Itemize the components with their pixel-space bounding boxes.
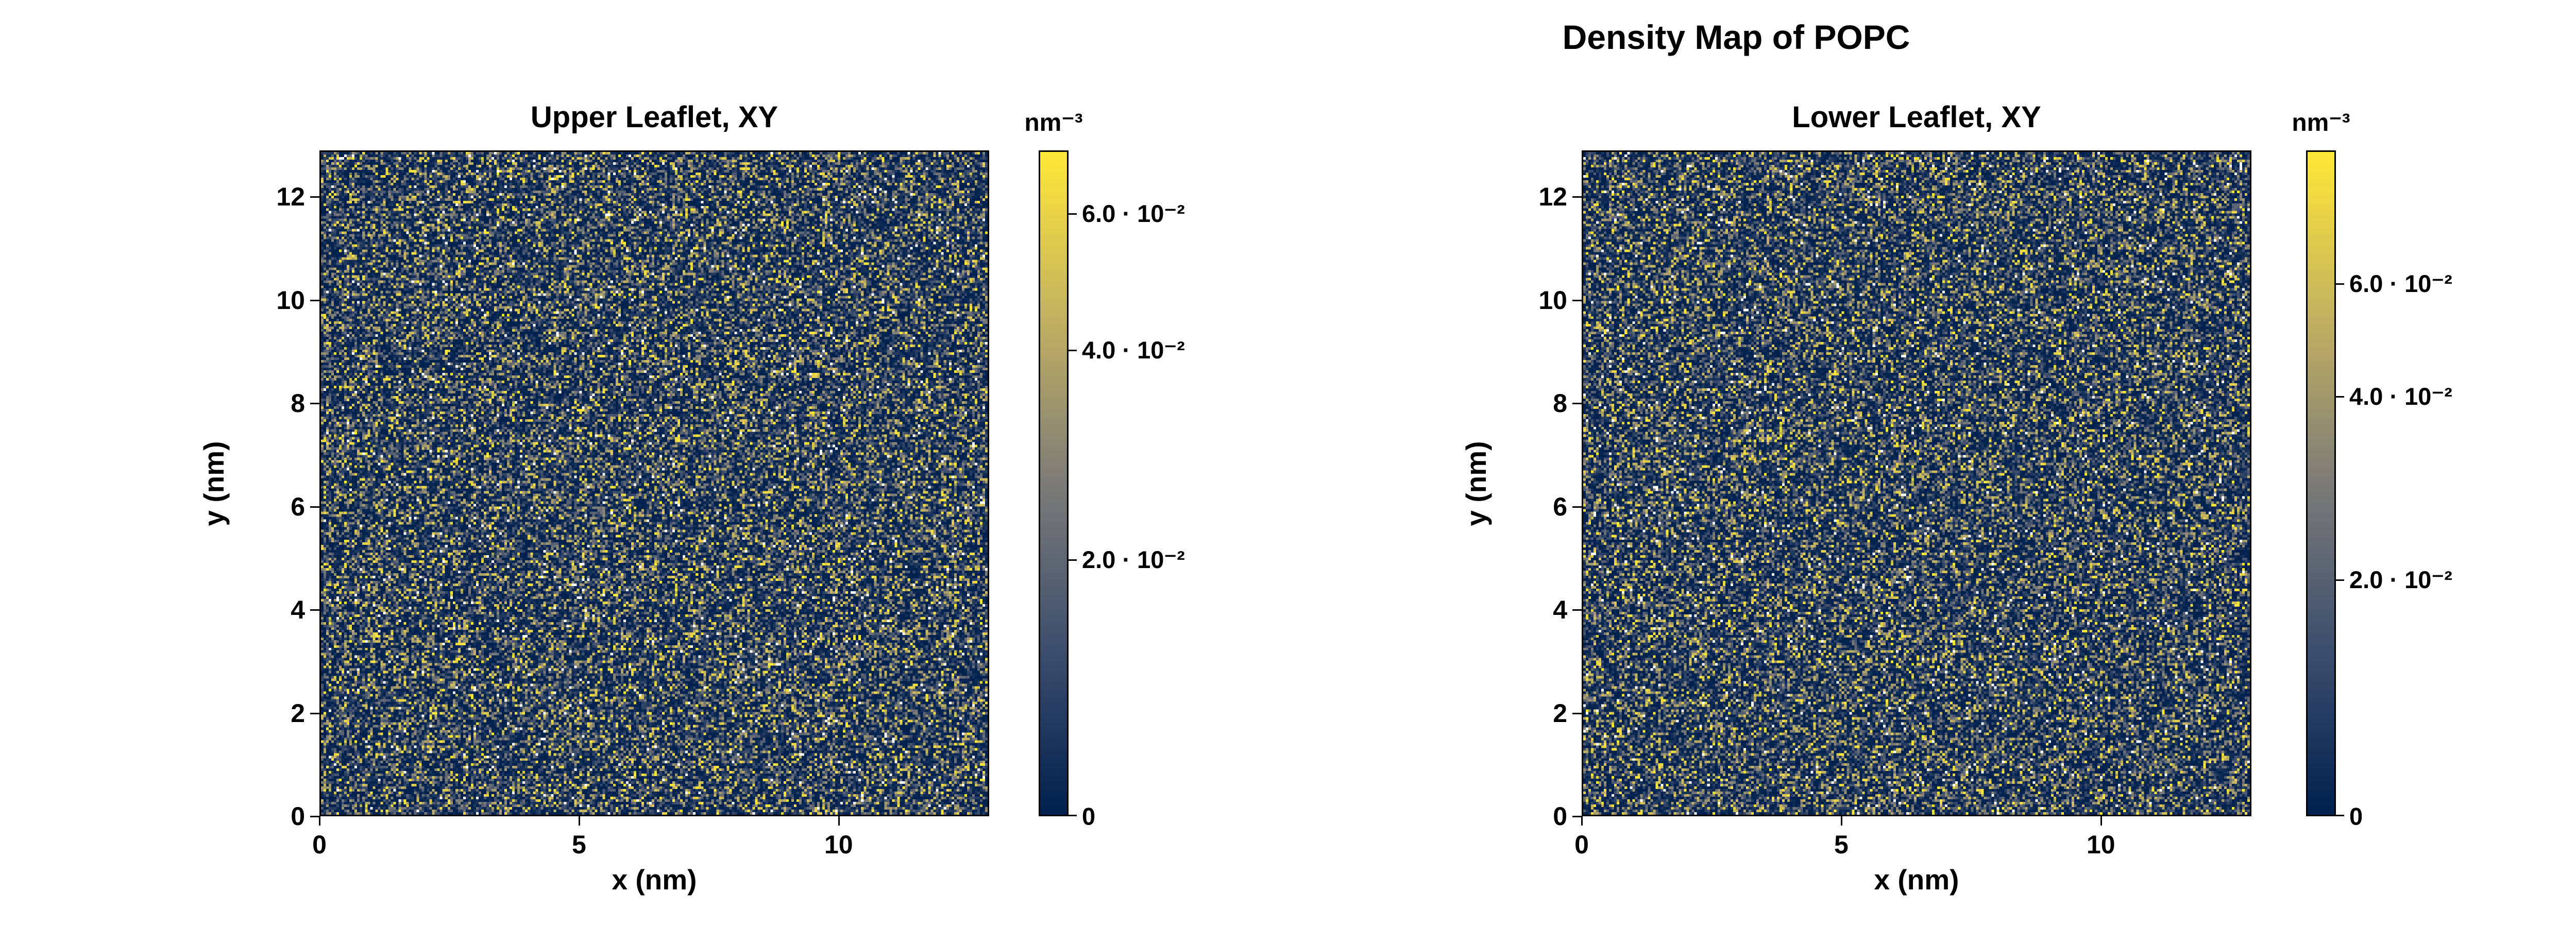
y-tick-mark (1572, 196, 1582, 198)
y-tick-label: 0 (291, 802, 305, 831)
x-tick-mark (2100, 816, 2102, 826)
colorbar-upper-leaflet (1039, 150, 1069, 816)
y-tick-label: 2 (1553, 698, 1567, 728)
panel-title: Lower Leaflet, XY (1792, 100, 2041, 134)
x-tick-label: 10 (824, 830, 853, 859)
x-tick-mark (838, 816, 840, 826)
colorbar-tick-label: 4.0 · 10⁻² (1082, 336, 1185, 364)
colorbar-tick-label: 4.0 · 10⁻² (2349, 383, 2452, 410)
panel-title: Upper Leaflet, XY (530, 100, 778, 134)
y-tick-mark (1572, 403, 1582, 405)
colorbar-tick-label: 2.0 · 10⁻² (2349, 565, 2452, 593)
y-tick-mark (310, 712, 319, 714)
x-tick-label: 5 (571, 830, 586, 859)
y-tick-mark (310, 196, 319, 198)
plot-area-lower-leaflet (1582, 150, 2251, 816)
y-tick-mark (310, 609, 319, 611)
y-axis-label: y (nm) (1460, 441, 1492, 526)
y-tick-mark (1572, 712, 1582, 714)
heatmap-canvas-upper-leaflet (321, 152, 988, 815)
y-tick-mark (1572, 609, 1582, 611)
y-tick-mark (1572, 299, 1582, 301)
heatmap-canvas-lower-leaflet (1583, 152, 2250, 815)
y-tick-label: 4 (291, 595, 305, 625)
colorbar-tick-mark (2336, 396, 2344, 398)
x-tick-label: 0 (312, 830, 327, 859)
colorbar-tick-mark (2336, 283, 2344, 285)
figure-suptitle: Density Map of POPC (1562, 18, 1910, 56)
colorbar-unit-label: nm⁻³ (1024, 109, 1083, 136)
y-tick-label: 12 (276, 182, 305, 212)
x-tick-mark (1581, 816, 1583, 826)
x-axis-label: x (nm) (612, 864, 697, 896)
y-tick-mark (1572, 506, 1582, 508)
colorbar-lower-leaflet (2306, 150, 2336, 816)
colorbar-unit-label: nm⁻³ (2292, 109, 2350, 136)
colorbar-tick-mark (1069, 815, 1077, 816)
colorbar-tick-label: 0 (1082, 802, 1096, 830)
y-tick-label: 6 (1553, 492, 1567, 521)
colorbar-tick-label: 2.0 · 10⁻² (1082, 546, 1185, 574)
y-tick-label: 10 (276, 285, 305, 315)
colorbar-tick-mark (1069, 349, 1077, 351)
colorbar-tick-mark (2336, 579, 2344, 581)
colorbar-tick-mark (1069, 559, 1077, 561)
y-tick-mark (310, 299, 319, 301)
x-tick-label: 0 (1574, 830, 1589, 859)
colorbar-tick-label: 6.0 · 10⁻² (2349, 269, 2452, 297)
y-tick-mark (310, 506, 319, 508)
x-tick-mark (319, 816, 320, 826)
y-tick-label: 8 (1553, 389, 1567, 418)
plot-area-upper-leaflet (319, 150, 989, 816)
y-tick-label: 8 (291, 389, 305, 418)
y-tick-mark (310, 403, 319, 405)
colorbar-tick-label: 6.0 · 10⁻² (1082, 199, 1185, 227)
x-tick-mark (578, 816, 580, 826)
y-tick-label: 10 (1538, 285, 1567, 315)
y-tick-label: 2 (291, 698, 305, 728)
y-tick-label: 6 (291, 492, 305, 521)
x-tick-label: 5 (1834, 830, 1849, 859)
y-axis-label: y (nm) (198, 441, 230, 526)
y-tick-label: 0 (1553, 802, 1567, 831)
y-tick-mark (1572, 816, 1582, 817)
x-tick-mark (1840, 816, 1842, 826)
colorbar-tick-mark (1069, 213, 1077, 215)
x-axis-label: x (nm) (1874, 864, 1959, 896)
colorbar-tick-mark (2336, 815, 2344, 816)
y-tick-mark (310, 816, 319, 817)
y-tick-label: 4 (1553, 595, 1567, 625)
colorbar-tick-label: 0 (2349, 802, 2363, 830)
y-tick-label: 12 (1538, 182, 1567, 212)
x-tick-label: 10 (2086, 830, 2115, 859)
